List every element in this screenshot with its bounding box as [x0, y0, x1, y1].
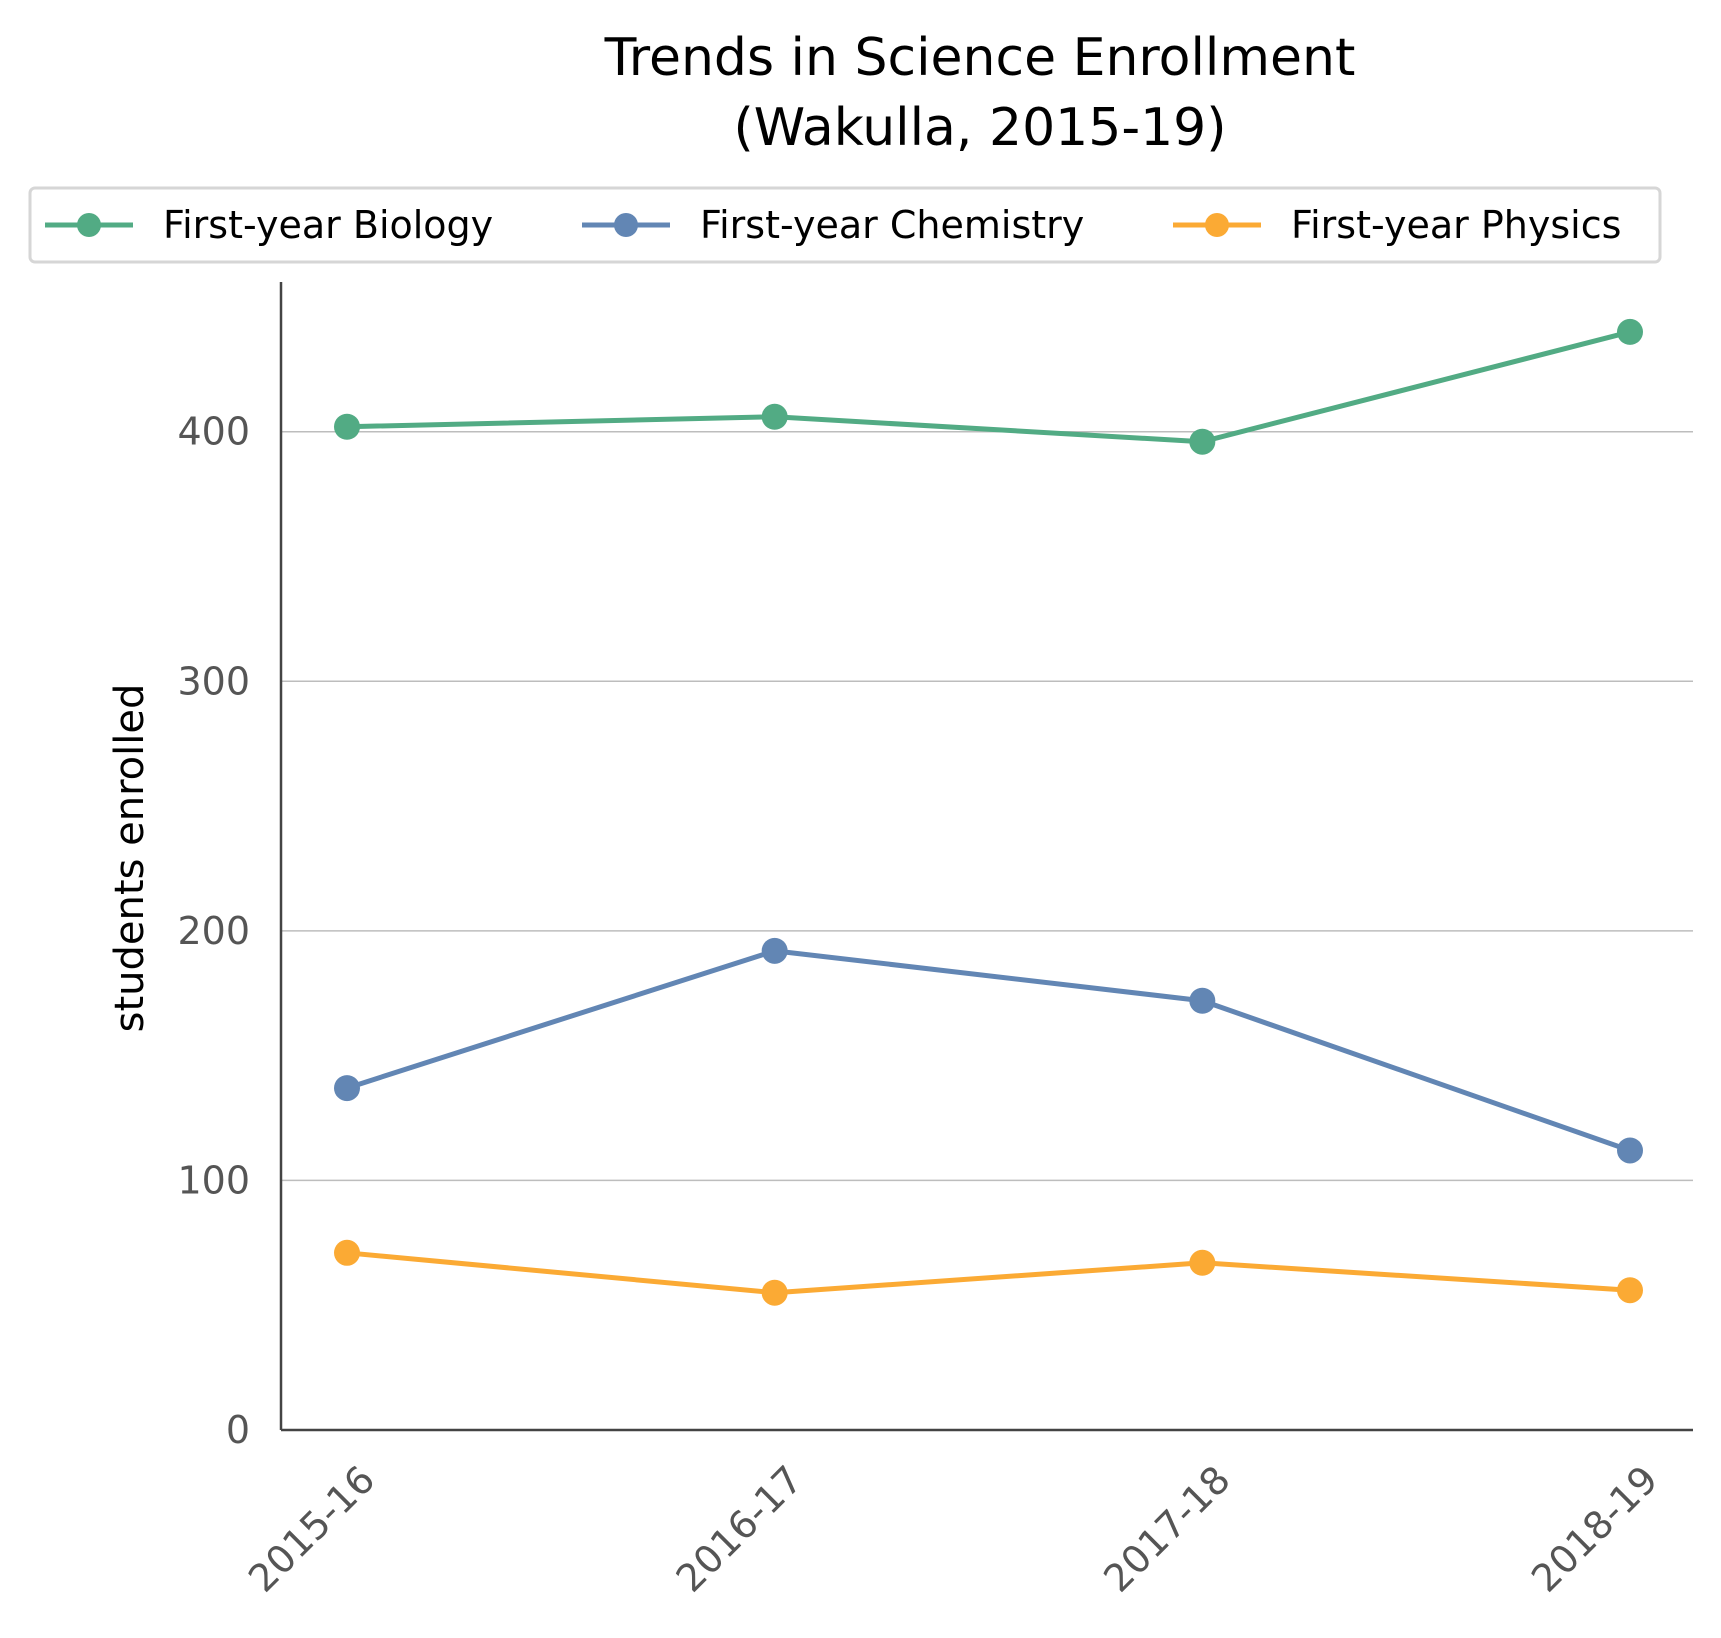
- legend: First-year Biology First-year Chemistry Fi…: [28, 186, 1662, 264]
- series-layer: [334, 318, 1643, 1306]
- data-point: [334, 413, 360, 440]
- y-tick-label: 200: [177, 909, 250, 953]
- y-tick-label: 400: [177, 410, 250, 454]
- y-tick-label: 100: [177, 1158, 250, 1202]
- chart-title-line-2: (Wakulla, 2015-19): [733, 98, 1226, 158]
- data-point: [334, 1075, 360, 1102]
- y-axis-label: students enrolled: [107, 684, 153, 1033]
- legend-marker: [614, 213, 638, 237]
- gridlines: [281, 430, 1693, 1182]
- legend-label: First-year Biology: [163, 203, 493, 247]
- data-point: [1617, 1277, 1643, 1304]
- x-tick-label: 2015-16: [240, 1457, 383, 1600]
- data-point: [1617, 1137, 1643, 1164]
- x-tick-label: 2017-18: [1095, 1457, 1238, 1600]
- legend-box: [28, 186, 1662, 264]
- series-line: [344, 329, 1633, 445]
- axis-ticks: 0 100 200 300 400 2015-16 2016-17 2017-18 2018-1…: [177, 410, 1666, 1601]
- legend-marker: [77, 213, 101, 237]
- series-line: [344, 948, 1633, 1153]
- chart-title-line-1: Trends in Science Enrollment: [604, 28, 1356, 88]
- data-point: [761, 403, 788, 430]
- data-point: [1189, 987, 1216, 1014]
- legend-label: First-year Physics: [1291, 203, 1621, 247]
- data-point: [334, 1239, 360, 1266]
- data-point: [761, 937, 788, 964]
- legend-label: First-year Chemistry: [700, 203, 1084, 247]
- legend-marker: [1205, 213, 1229, 237]
- series-line: [344, 1250, 1633, 1296]
- data-point: [1189, 428, 1216, 455]
- y-tick-label: 300: [177, 659, 250, 703]
- data-point: [1189, 1249, 1216, 1276]
- data-point: [761, 1279, 788, 1306]
- x-tick-label: 2018-19: [1523, 1457, 1666, 1600]
- x-tick-label: 2016-17: [668, 1457, 811, 1600]
- data-point: [1617, 318, 1643, 345]
- y-tick-label: 0: [226, 1408, 250, 1452]
